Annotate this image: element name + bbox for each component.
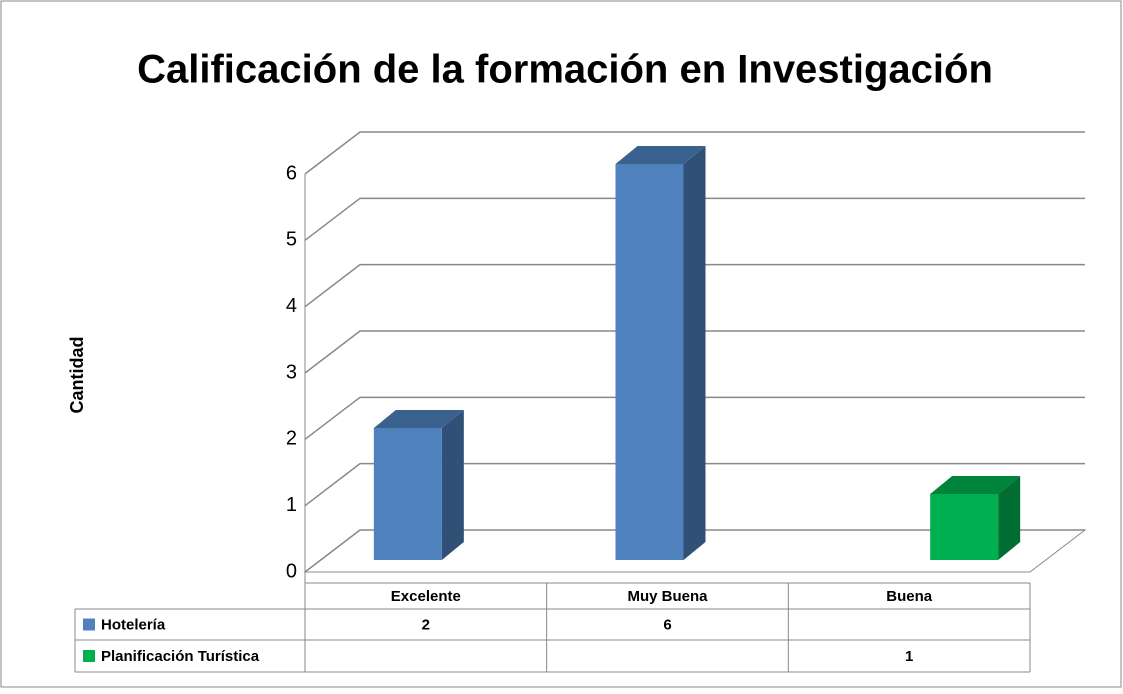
grid-line (304, 330, 1085, 374)
table-value: 1 (905, 648, 913, 665)
y-axis-label: Cantidad (67, 336, 87, 413)
legend-label: Planificación Turística (101, 648, 260, 665)
y-tick-label: 4 (286, 295, 297, 317)
bar-front (615, 164, 684, 560)
bar-side (441, 410, 464, 560)
table-value: 2 (422, 616, 430, 633)
y-tick-label: 5 (286, 229, 297, 251)
table-value: 6 (663, 616, 671, 633)
y-tick-label: 3 (286, 361, 297, 383)
bar-front (373, 428, 442, 560)
grid-line (304, 263, 1085, 308)
grid-line (304, 462, 1085, 507)
grid-line (304, 197, 1085, 241)
bar-top (615, 146, 706, 164)
bar-top (373, 410, 464, 428)
legend-swatch (83, 650, 95, 662)
x-tick-label: Buena (886, 588, 933, 605)
bar (615, 146, 706, 560)
chart-title: Calificación de la formación en Investig… (137, 48, 993, 92)
legend-label: Hotelería (101, 616, 166, 633)
bar-front (930, 494, 999, 560)
grid-line (304, 396, 1085, 440)
bar-top (930, 476, 1021, 494)
bar-side (683, 146, 706, 560)
legend-swatch (83, 618, 95, 631)
bar-side (998, 476, 1021, 560)
x-tick-label: Excelente (391, 588, 461, 605)
x-tick-label: Muy Buena (627, 588, 708, 605)
y-tick-label: 6 (286, 162, 297, 184)
grid-line (304, 131, 1085, 175)
grid-line (304, 529, 1085, 573)
y-tick-label: 2 (286, 428, 297, 450)
bar (930, 476, 1021, 560)
bar (373, 410, 464, 560)
y-tick-label: 1 (286, 494, 297, 516)
y-tick-label: 0 (286, 560, 297, 582)
